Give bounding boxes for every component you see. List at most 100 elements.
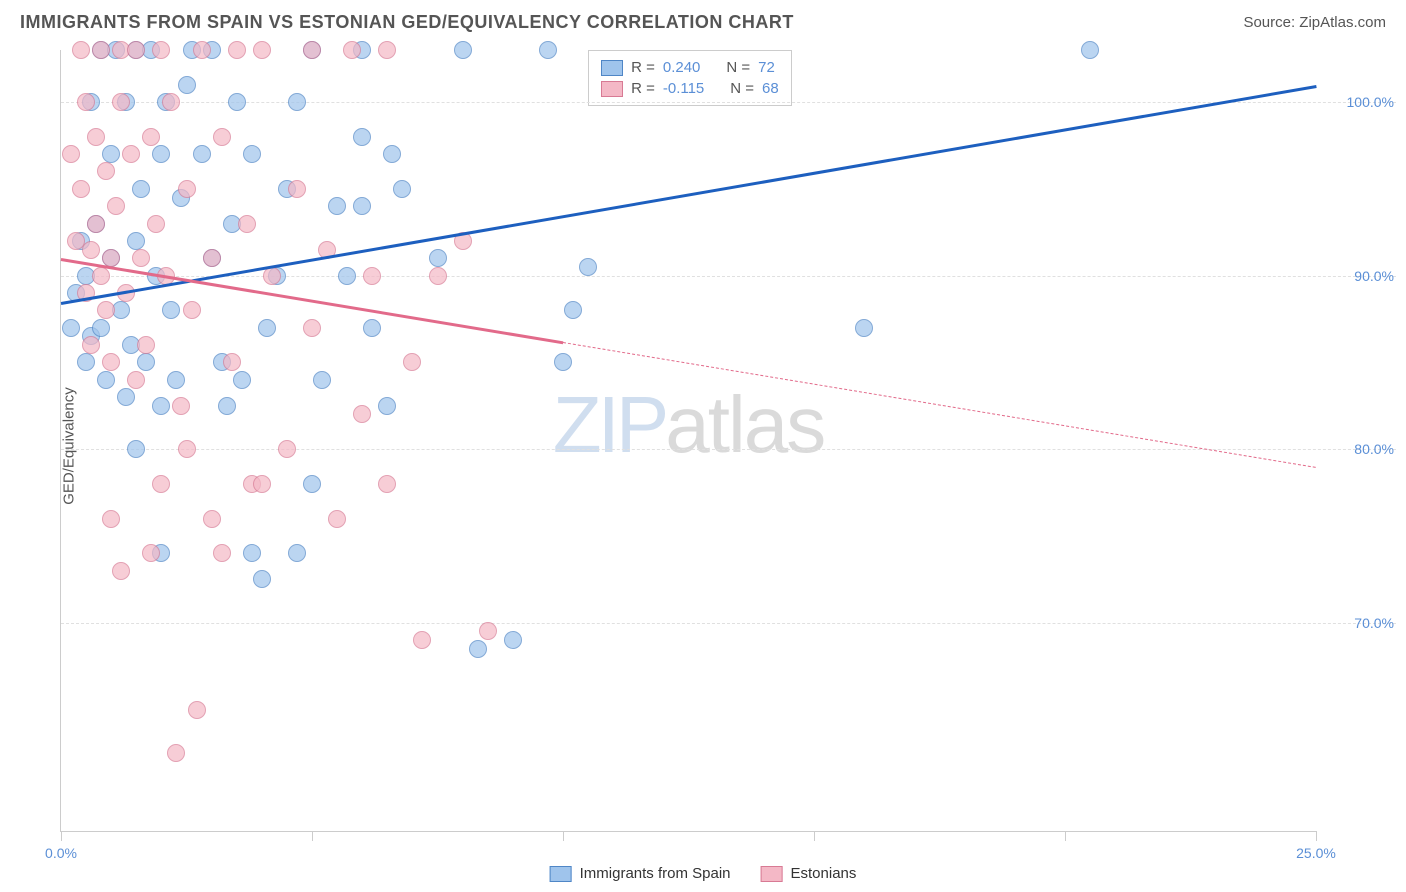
scatter-point <box>132 249 150 267</box>
stats-legend: R = 0.240 N = 72 R = -0.115 N = 68 <box>588 50 792 106</box>
r-value-spain: 0.240 <box>663 59 701 76</box>
y-tick-label: 100.0% <box>1347 94 1394 110</box>
x-tick <box>814 831 815 841</box>
x-tick <box>1316 831 1317 841</box>
scatter-point <box>142 128 160 146</box>
scatter-point <box>87 215 105 233</box>
scatter-point <box>258 319 276 337</box>
scatter-point <box>102 145 120 163</box>
stats-row-estonians: R = -0.115 N = 68 <box>601 78 779 99</box>
x-tick <box>563 831 564 841</box>
y-tick-label: 90.0% <box>1354 268 1394 284</box>
scatter-point <box>378 397 396 415</box>
scatter-point <box>107 197 125 215</box>
x-tick-label: 25.0% <box>1296 845 1336 861</box>
scatter-point <box>238 215 256 233</box>
scatter-point <box>77 353 95 371</box>
legend-item-estonians: Estonians <box>761 865 857 882</box>
scatter-point <box>1081 41 1099 59</box>
scatter-point <box>62 319 80 337</box>
scatter-point <box>454 41 472 59</box>
scatter-point <box>228 41 246 59</box>
scatter-point <box>328 197 346 215</box>
scatter-point <box>72 41 90 59</box>
scatter-point <box>353 405 371 423</box>
y-tick-label: 70.0% <box>1354 615 1394 631</box>
n-label-estonians: N = <box>730 80 754 97</box>
n-value-estonians: 68 <box>762 80 779 97</box>
scatter-point <box>152 397 170 415</box>
scatter-point <box>193 145 211 163</box>
scatter-point <box>253 475 271 493</box>
scatter-point <box>203 249 221 267</box>
x-tick <box>1065 831 1066 841</box>
scatter-point <box>253 570 271 588</box>
r-label-spain: R = <box>631 59 655 76</box>
scatter-point <box>378 475 396 493</box>
scatter-point <box>127 440 145 458</box>
scatter-point <box>338 267 356 285</box>
scatter-point <box>203 510 221 528</box>
regression-line <box>61 85 1316 304</box>
scatter-point <box>223 353 241 371</box>
scatter-point <box>92 41 110 59</box>
scatter-point <box>137 353 155 371</box>
scatter-point <box>263 267 281 285</box>
source-label: Source: ZipAtlas.com <box>1243 14 1386 31</box>
scatter-point <box>183 301 201 319</box>
scatter-point <box>353 197 371 215</box>
scatter-point <box>117 388 135 406</box>
scatter-point <box>288 93 306 111</box>
scatter-point <box>243 145 261 163</box>
scatter-point <box>97 162 115 180</box>
watermark: ZIPatlas <box>553 379 824 471</box>
scatter-point <box>328 510 346 528</box>
scatter-point <box>147 215 165 233</box>
scatter-point <box>429 249 447 267</box>
scatter-point <box>303 475 321 493</box>
scatter-point <box>152 145 170 163</box>
scatter-point <box>87 128 105 146</box>
gridline-h <box>61 623 1396 624</box>
scatter-point <box>167 744 185 762</box>
scatter-point <box>579 258 597 276</box>
scatter-point <box>413 631 431 649</box>
scatter-point <box>82 336 100 354</box>
scatter-point <box>213 544 231 562</box>
legend-swatch-estonians <box>761 866 783 882</box>
scatter-point <box>172 397 190 415</box>
scatter-point <box>479 622 497 640</box>
scatter-point <box>127 232 145 250</box>
x-tick <box>312 831 313 841</box>
scatter-point <box>127 41 145 59</box>
x-tick <box>61 831 62 841</box>
gridline-h <box>61 276 1396 277</box>
scatter-point <box>142 544 160 562</box>
scatter-point <box>97 371 115 389</box>
scatter-point <box>82 241 100 259</box>
gridline-h <box>61 102 1396 103</box>
scatter-point <box>112 562 130 580</box>
scatter-point <box>363 319 381 337</box>
scatter-point <box>213 128 231 146</box>
y-tick-label: 80.0% <box>1354 441 1394 457</box>
scatter-point <box>92 267 110 285</box>
scatter-point <box>102 353 120 371</box>
scatter-point <box>554 353 572 371</box>
scatter-point <box>564 301 582 319</box>
scatter-point <box>162 301 180 319</box>
legend-label-spain: Immigrants from Spain <box>580 865 731 882</box>
scatter-point <box>162 93 180 111</box>
scatter-point <box>313 371 331 389</box>
scatter-point <box>539 41 557 59</box>
scatter-point <box>178 76 196 94</box>
swatch-estonians <box>601 81 623 97</box>
r-label-estonians: R = <box>631 80 655 97</box>
scatter-point <box>363 267 381 285</box>
scatter-point <box>122 145 140 163</box>
scatter-point <box>97 301 115 319</box>
scatter-point <box>288 180 306 198</box>
n-value-spain: 72 <box>758 59 775 76</box>
scatter-point <box>403 353 421 371</box>
scatter-point <box>132 180 150 198</box>
